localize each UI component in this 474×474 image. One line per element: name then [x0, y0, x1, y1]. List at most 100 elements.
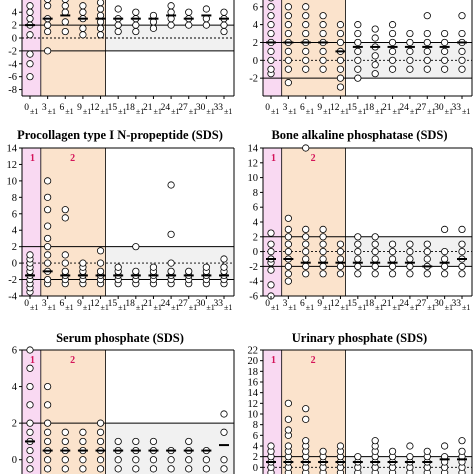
x-tick-suffix: ±1 — [427, 303, 435, 312]
data-point — [61, 428, 69, 436]
data-point — [26, 73, 34, 81]
x-tick-suffix: ±1 — [427, 107, 435, 116]
x-tick-label: 24 — [161, 103, 171, 113]
phase-2-label: 2 — [311, 355, 316, 366]
data-point — [267, 65, 275, 73]
data-point — [319, 12, 327, 20]
data-point — [441, 56, 449, 64]
data-point — [458, 65, 466, 73]
data-point — [336, 442, 345, 450]
x-tick-label: 3 — [42, 103, 47, 113]
data-point — [441, 225, 449, 233]
x-tick-label: 18 — [365, 103, 375, 113]
y-tick-label: -8 — [8, 85, 17, 96]
x-tick-label: 33 — [214, 103, 224, 113]
phase-1-region — [263, 148, 282, 296]
y-tick-label: 6 — [12, 209, 17, 220]
data-point — [167, 181, 175, 189]
data-point — [423, 447, 431, 455]
x-tick-suffix: ±1 — [323, 107, 331, 116]
x-tick-suffix: ±1 — [340, 303, 348, 312]
x-tick-label: 9 — [317, 299, 322, 309]
data-point — [284, 270, 292, 278]
data-point — [267, 240, 275, 248]
data-point — [319, 447, 327, 455]
x-tick-suffix: ±1 — [118, 107, 126, 116]
data-point — [406, 453, 414, 461]
y-tick-label: 6 — [253, 2, 258, 13]
x-tick-label: 6 — [300, 299, 305, 309]
x-tick-suffix: ±1 — [224, 303, 232, 312]
data-point — [167, 456, 175, 464]
y-tick-label: 2 — [253, 452, 258, 463]
data-point — [336, 74, 345, 82]
data-point — [79, 465, 87, 473]
data-point — [302, 233, 310, 241]
data-point — [79, 456, 87, 464]
data-point — [44, 437, 52, 446]
data-point — [388, 56, 397, 64]
data-point — [302, 262, 310, 270]
data-point — [388, 65, 397, 73]
data-point — [132, 243, 140, 251]
data-point — [406, 47, 414, 55]
y-tick-label: 6 — [12, 346, 17, 357]
data-point — [423, 47, 431, 55]
chart-panel-5: 6 4 2 0 Serum phosphate (SDS) 1 2 — [12, 331, 235, 474]
data-point — [354, 38, 362, 47]
data-point — [284, 248, 292, 256]
data-point — [284, 415, 292, 423]
data-point — [79, 437, 87, 446]
data-point — [302, 29, 310, 38]
data-point — [319, 65, 327, 73]
data-point — [26, 364, 34, 372]
data-point — [458, 437, 466, 445]
data-point — [423, 240, 431, 248]
y-tick-label: 2 — [12, 242, 17, 253]
x-tick-label: 30 — [196, 103, 206, 113]
data-point — [354, 29, 362, 38]
y-tick-label: 16 — [248, 378, 259, 389]
x-tick-suffix: ±1 — [83, 107, 91, 116]
data-point — [132, 437, 140, 446]
x-tick-label: 15 — [347, 299, 357, 309]
phase-2-region — [40, 0, 106, 96]
x-tick-suffix: ±1 — [48, 303, 56, 312]
x-tick-suffix: ±1 — [462, 107, 470, 116]
data-point — [114, 456, 122, 464]
data-point — [458, 56, 466, 64]
data-point — [44, 0, 52, 3]
data-point — [44, 47, 52, 55]
x-tick-suffix: ±1 — [206, 107, 214, 116]
y-tick-label: 6 — [253, 203, 258, 214]
data-point — [26, 31, 34, 39]
data-point — [132, 27, 140, 36]
data-point — [61, 251, 69, 259]
data-point — [220, 263, 228, 271]
x-tick-label: 27 — [417, 103, 427, 113]
data-point — [79, 8, 87, 16]
data-point — [319, 225, 327, 233]
y-tick-label: 4 — [12, 382, 18, 393]
data-point — [284, 56, 292, 64]
x-tick-suffix: ±1 — [189, 303, 197, 312]
data-point — [185, 437, 193, 446]
data-point — [302, 47, 310, 55]
x-tick-suffix: ±1 — [358, 303, 366, 312]
data-point — [441, 262, 449, 270]
data-point — [185, 465, 193, 473]
x-tick-label: 6 — [300, 103, 305, 113]
y-tick-label: 14 — [248, 388, 259, 399]
data-point — [302, 225, 310, 233]
data-point — [371, 270, 379, 278]
y-tick-label: -4 — [8, 59, 17, 70]
data-point — [79, 31, 87, 39]
data-point — [284, 240, 292, 248]
data-point — [354, 240, 362, 248]
y-tick-label: -6 — [249, 292, 258, 303]
data-point — [319, 262, 327, 270]
